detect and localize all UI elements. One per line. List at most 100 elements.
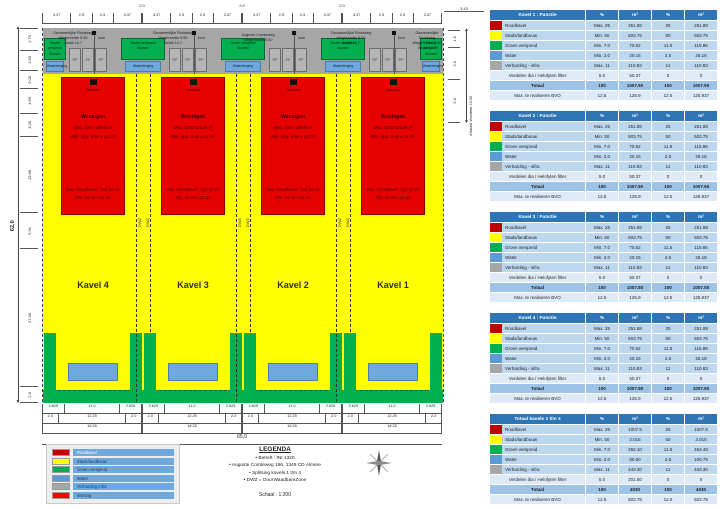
bottom-green-strip	[43, 390, 443, 403]
row-value: Min. 2.0	[586, 455, 619, 464]
row-value: 1007.50	[685, 384, 718, 393]
legenda-bullets: Betreft : INI 1320Auguste Comteweg 166, …	[192, 455, 358, 485]
row-label: Verdelen iba / Helofyten filter	[490, 172, 586, 181]
row-value: 25	[652, 425, 685, 434]
groen-label-line: Groen verspreid	[47, 41, 63, 51]
dim-segment: 11.0	[363, 404, 419, 413]
row-label: Stads/landbouw	[502, 31, 586, 40]
right-total-dimension: ▲ ▼ Afstand Voordeur 10.00	[464, 27, 473, 136]
dim-segment: 16.25	[242, 424, 342, 433]
dim-segment: 2.0	[342, 414, 358, 423]
dwz-boundary-line	[150, 74, 151, 402]
road-label-line: Gezamenlijke Rondweg	[330, 31, 372, 35]
dim-quarter: 16.25	[342, 424, 442, 433]
row-value: Max. 11	[586, 61, 619, 70]
row-label: Totaal	[490, 485, 586, 494]
row-value: 0	[652, 475, 685, 484]
dim-segment: 2.0	[142, 414, 158, 423]
street-width: Wegbreedte 5.50	[243, 38, 273, 43]
row-value: 100	[652, 81, 685, 90]
row-value: 503.75	[685, 233, 718, 242]
dim-quarter: 16.25	[42, 424, 142, 433]
bord-label: bord	[398, 36, 405, 40]
dim-segment: 3.37	[242, 13, 270, 23]
dwz-label: DWZ	[237, 218, 242, 228]
functie-table: Kavel 4 : Functie% m²% m² Roodkavel Max. 25 2…	[490, 313, 718, 403]
roodkavel-center-text: Woningen Max. BVO 125.9 m² Min. opp. 9.92 …	[161, 112, 225, 141]
table-row: Verharding - infra Max. 11 110.83 11 110.83	[490, 161, 718, 171]
row-swatch	[490, 354, 502, 363]
table-col-header: m²	[619, 313, 652, 323]
row-value: 11.5	[652, 344, 685, 353]
row-label: Groen verspreid	[502, 344, 586, 353]
dim-quarter: 3.37 2.5 2.5 3.37	[142, 13, 242, 23]
table-row: Stads/landbouw Min. 50 503.75 50 503.75	[490, 131, 718, 141]
row-value: 251.88	[685, 223, 718, 232]
road-label-line: Asfalt 14.7	[342, 41, 360, 46]
table-title: Kavel 4 : Functie	[490, 313, 586, 323]
row-value: 50	[652, 132, 685, 141]
row-label: Roodkavel	[502, 223, 586, 232]
row-label: Stads/landbouw	[502, 233, 586, 242]
water-block	[268, 363, 318, 381]
row-value: 11	[652, 465, 685, 474]
bottom-dim-row-1: 2.625 11.0 2.625 2.625 11.0 2.625 2.625 11.0 2.6…	[42, 404, 442, 414]
dim-quarter: 16.25	[242, 424, 342, 433]
dim-quarter: 3.37 2.5 2.5 3.37	[42, 13, 142, 23]
dim-segment: 3.37	[112, 13, 142, 23]
groen-label-line: Groen verspreid	[423, 41, 439, 51]
dim-segment: 2.5	[191, 13, 213, 23]
table-col-header: %	[586, 313, 619, 323]
roodkavel-text-line: Min. 11.34 x 22.21	[375, 195, 411, 201]
table-row: Max. te realiseren BVO 12.5 125.9 12.5 125.9…	[490, 90, 718, 100]
bord-marker-icon	[92, 31, 96, 35]
table-row: Max. te realiseren BVO 12.5 503.75 12.5 503.…	[490, 494, 718, 504]
legend-panel: Roodkavel Stads/landbouw Groen verspreid Wa…	[46, 444, 180, 504]
table-header: Kavel 1 : Functie% m²% m²	[490, 10, 718, 20]
row-value: Min. 50	[586, 233, 619, 242]
row-label: Totaal	[490, 81, 586, 90]
legend-swatch	[52, 457, 70, 465]
dim-segment: 2.5	[91, 13, 113, 23]
roodkavel-text-line: Max. BVO 125.9 m²	[273, 124, 313, 130]
row-value: Min. 2.0	[586, 253, 619, 262]
groen-bar-right	[430, 333, 442, 402]
table-col-header: m²	[619, 414, 652, 424]
row-value: 503.75	[619, 495, 652, 504]
row-value: 100	[652, 283, 685, 292]
dim-segment: 27.40	[20, 249, 38, 388]
row-value: 2.5	[652, 354, 685, 363]
legend-swatch	[52, 491, 70, 499]
row-value: 0	[652, 71, 685, 80]
roodkavel-text-line: Max. Roodkavel : 251.88 m²	[166, 187, 220, 192]
table-row: Roodkavel Max. 25 251.88 25 251.88	[490, 222, 718, 232]
dim-segment: 3.37	[412, 13, 442, 23]
row-value: 100	[586, 81, 619, 90]
roodkavel-text-line: Min. opp. 9.92 x 12.70	[371, 133, 415, 139]
row-value: 11	[652, 61, 685, 70]
roodkavel-center-text: Woningen Max. BVO 125.9 m² Min. opp. 9.92 …	[361, 112, 425, 141]
dim-segment: 12.25	[357, 414, 426, 423]
bord-label: bord	[98, 36, 105, 40]
road-label: Gezamenlijke Rondweg Wegbreedte 5.50 Asfal…	[407, 31, 447, 52]
functie-table: Kavel 2 : Functie% m²% m² Roodkavel Max. 25 2…	[490, 111, 718, 201]
row-swatch	[490, 435, 502, 444]
table-header: Totaal kavels 1 t/m 4% m²% m²	[490, 414, 718, 424]
row-value: Min. 50	[586, 435, 619, 444]
row-value: 2.5	[652, 152, 685, 161]
row-swatch	[490, 455, 502, 464]
voordeur-marker-icon	[90, 79, 97, 85]
row-swatch	[490, 263, 502, 272]
row-value: 20.15	[619, 51, 652, 60]
roodkavel-center-text: Woningen Max. BVO 125.9 m² Min. opp. 9.92 …	[61, 112, 125, 141]
bord-marker-pole	[94, 35, 95, 74]
parking-box: P.P	[69, 48, 81, 72]
dim-segment: 16.25	[142, 424, 242, 433]
bord-marker-icon	[292, 31, 296, 35]
road-label-line: Wegbreedte 5.50	[336, 36, 366, 41]
roodkavel-center-text: Woningen Max. BVO 125.9 m² Min. opp. 9.92 …	[261, 112, 325, 141]
row-value: 50	[652, 233, 685, 242]
arrow-up-icon: ▲	[464, 27, 469, 33]
dim-quarter: 2.0 12.25 2.0	[342, 414, 442, 423]
